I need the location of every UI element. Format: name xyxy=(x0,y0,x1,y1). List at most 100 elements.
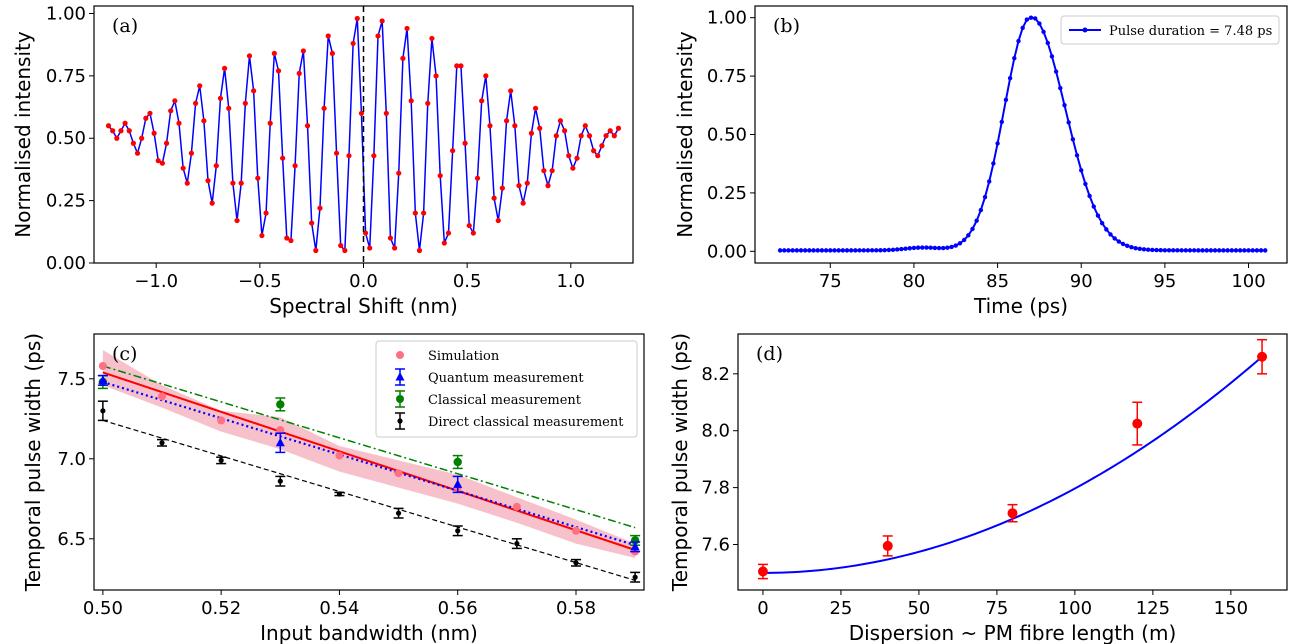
pulse-point xyxy=(1079,168,1084,173)
pulse-point xyxy=(1183,248,1188,253)
pulse-point xyxy=(1196,248,1201,253)
pulse-point xyxy=(987,179,992,184)
pulse-point xyxy=(1074,153,1080,158)
interference-line xyxy=(107,18,620,253)
x-tick-label: 75 xyxy=(819,271,842,292)
classical-point xyxy=(453,457,462,467)
pulse-point xyxy=(895,247,900,252)
x-tick-label: 0.54 xyxy=(319,598,359,619)
y-tick-label: 7.5 xyxy=(57,369,86,390)
interference-point xyxy=(541,168,547,174)
interference-point xyxy=(396,170,402,176)
interference-point xyxy=(275,68,282,74)
pulse-point xyxy=(949,244,954,250)
interference-point xyxy=(479,98,485,104)
simulation-point xyxy=(512,502,521,511)
pulse-point xyxy=(890,247,896,252)
interference-point xyxy=(462,140,468,146)
pulse-point xyxy=(1137,246,1142,252)
interference-point xyxy=(292,163,298,169)
interference-point xyxy=(611,133,617,139)
simulation-point xyxy=(571,526,580,535)
pulse-point xyxy=(1263,248,1268,253)
pulse-point xyxy=(899,246,904,252)
legend: Simulation Quantum measurement Classical m… xyxy=(375,340,638,438)
pulse-point xyxy=(798,248,804,253)
interference-point xyxy=(110,128,116,134)
interference-point xyxy=(503,118,510,124)
plot-frame xyxy=(737,333,1288,591)
x-tick-label: 150 xyxy=(1214,598,1248,619)
interference-point xyxy=(147,110,153,116)
interference-point xyxy=(412,210,418,216)
legend-marker xyxy=(396,351,404,359)
pulse-line xyxy=(780,16,1266,252)
pulse-point xyxy=(991,161,996,166)
panel-b: 75 80 85 90 95 100 0.00 0.25 0.50 0.75 1.00 Time (p… xyxy=(673,5,1288,318)
pulse-point xyxy=(836,248,841,253)
x-tick-label: 25 xyxy=(829,598,852,619)
interference-point xyxy=(151,130,157,136)
interference-point xyxy=(516,183,522,189)
x-axis-label: Spectral Shift (nm) xyxy=(269,294,458,318)
pulse-point xyxy=(794,248,800,253)
interference-point xyxy=(180,165,186,171)
interference-point xyxy=(333,150,340,156)
interference-point xyxy=(578,133,584,139)
interference-point xyxy=(122,120,128,126)
interference-point xyxy=(192,100,199,106)
interference-point xyxy=(271,50,277,57)
pulse-point xyxy=(1129,244,1134,250)
legend-label: Pulse duration = 7.48 ps xyxy=(1109,24,1272,39)
y-tick-label: 6.5 xyxy=(57,529,86,550)
interference-point xyxy=(217,95,224,101)
y-tick-label: 7.6 xyxy=(701,534,730,555)
pulse-point xyxy=(1158,247,1163,253)
data-point xyxy=(1257,351,1268,362)
legend-frame xyxy=(1060,15,1280,45)
y-tick-label: 0.00 xyxy=(46,253,86,274)
pulse-point xyxy=(861,248,866,253)
data-point xyxy=(1132,418,1143,429)
plot-frame xyxy=(754,5,1288,264)
simulation-fit-line xyxy=(102,371,636,551)
pulse-point xyxy=(1116,239,1122,244)
interference-point xyxy=(379,18,385,24)
interference-point xyxy=(222,65,228,71)
simulation-point xyxy=(217,416,226,425)
pulse-point xyxy=(1016,38,1021,44)
pulse-point xyxy=(1233,248,1239,253)
pulse-point xyxy=(945,245,950,250)
pulse-point xyxy=(1162,248,1168,253)
y-tick-label: 7.8 xyxy=(701,478,730,499)
interference-point xyxy=(300,48,306,54)
x-tick-label: 0.5 xyxy=(453,271,482,292)
pulse-point xyxy=(869,248,875,253)
x-tick-label: 125 xyxy=(1136,598,1170,619)
interference-point xyxy=(329,50,336,57)
interference-point xyxy=(184,180,190,186)
interference-point xyxy=(205,178,211,184)
interference-point xyxy=(234,217,240,224)
plot-frame xyxy=(93,333,645,591)
pulse-point xyxy=(974,218,979,223)
interference-point xyxy=(317,205,323,211)
pulse-point xyxy=(1225,248,1230,253)
pulse-point xyxy=(1108,232,1113,237)
pulse-point xyxy=(1191,248,1197,253)
pulse-point xyxy=(1003,97,1009,103)
pulse-point xyxy=(995,141,1000,146)
direct-point xyxy=(277,478,283,484)
pulse-point xyxy=(1045,40,1050,46)
pulse-point xyxy=(999,119,1004,125)
y-tick-label: 0.25 xyxy=(707,183,747,204)
pulse-point xyxy=(1033,16,1038,21)
interference-point xyxy=(251,88,257,94)
interference-point xyxy=(421,210,427,216)
interference-point xyxy=(209,200,215,206)
interference-point xyxy=(441,240,447,246)
direct-point xyxy=(336,491,343,497)
x-tick-label: 0 xyxy=(757,598,768,619)
pulse-point xyxy=(865,248,871,253)
interference-point xyxy=(267,120,273,126)
